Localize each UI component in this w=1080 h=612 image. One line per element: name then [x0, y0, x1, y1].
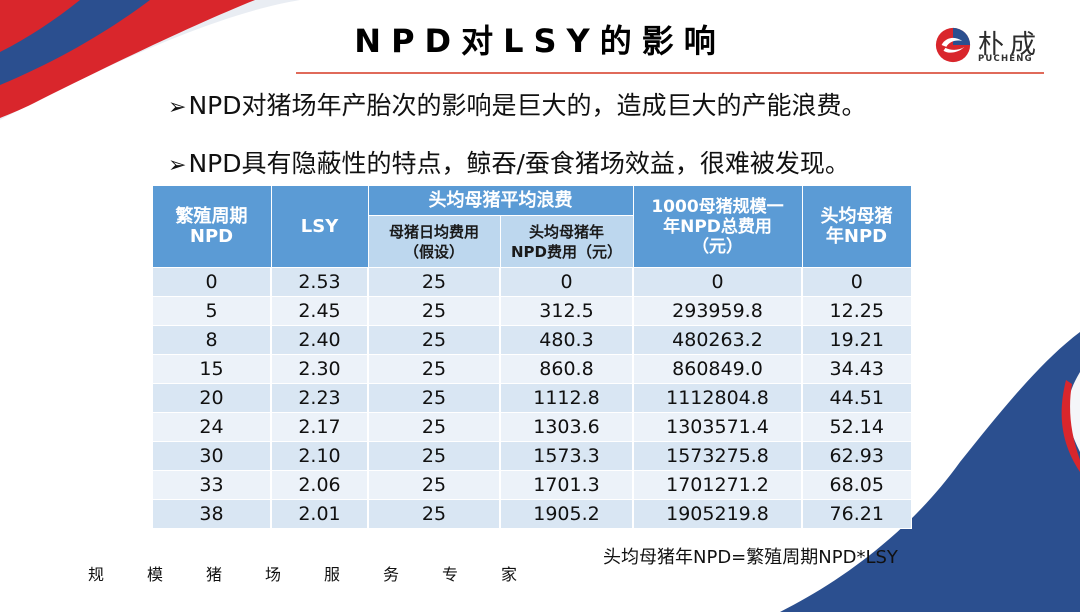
- table-cell: 44.51: [801, 383, 912, 413]
- table-cell: 293959.8: [632, 296, 803, 326]
- table-cell: 25: [367, 325, 501, 355]
- tagline-character: 模: [147, 565, 164, 584]
- table-cell: 2.23: [270, 383, 369, 413]
- tagline-character: 场: [265, 565, 282, 584]
- footer-tagline: 规模猪场服务专家: [88, 561, 560, 585]
- title-underline: [296, 72, 1044, 74]
- table-cell: 1905.2: [499, 499, 634, 529]
- table-cell: 480.3: [499, 325, 634, 355]
- table-body: 0 2.53 25 0 0 0 5 2.45 25 312.5 293959.8 12.25 8 2.40…: [151, 267, 912, 529]
- table-row: 38 2.01 25 1905.2 1905219.8 76.21: [151, 499, 912, 529]
- table-cell: 25: [367, 441, 501, 471]
- table-cell: 25: [367, 354, 501, 384]
- table-cell: 1701271.2: [632, 470, 803, 500]
- table-cell: 15: [151, 354, 272, 384]
- table-cell: 8: [151, 325, 272, 355]
- arrow-bullet-icon: ➢: [168, 95, 187, 120]
- table-row: 20 2.23 25 1112.8 1112804.8 44.51: [151, 383, 912, 413]
- formula-note: 头均母猪年NPD=繁殖周期NPD*LSY: [603, 547, 898, 568]
- table-cell: 12.25: [801, 296, 912, 326]
- table-cell: 2.01: [270, 499, 369, 529]
- table-row: 0 2.53 25 0 0 0: [151, 267, 912, 297]
- table-row: 5 2.45 25 312.5 293959.8 12.25: [151, 296, 912, 326]
- table-cell: 25: [367, 296, 501, 326]
- table-cell: 24: [151, 412, 272, 442]
- table-cell: 0: [801, 267, 912, 297]
- table-cell: 25: [367, 470, 501, 500]
- table-cell: 20: [151, 383, 272, 413]
- bullet-text-1: NPD对猪场年产胎次的影响是巨大的，造成巨大的产能浪费。: [188, 91, 867, 120]
- table-cell: 2.53: [270, 267, 369, 297]
- table-cell: 2.10: [270, 441, 369, 471]
- tagline-character: 服: [324, 565, 341, 584]
- table-row: 30 2.10 25 1573.3 1573275.8 62.93: [151, 441, 912, 471]
- table-cell: 34.43: [801, 354, 912, 384]
- logo-name-english: PUCHENG: [978, 54, 1033, 64]
- subheader-annual-npd-cost: 头均母猪年 NPD费用（元）: [499, 215, 634, 268]
- table-cell: 19.21: [801, 325, 912, 355]
- header-per-sow-annual-npd: 头均母猪 年NPD: [801, 185, 912, 268]
- table-cell: 38: [151, 499, 272, 529]
- table-cell: 25: [367, 267, 501, 297]
- table-cell: 52.14: [801, 412, 912, 442]
- tagline-character: 规: [88, 565, 105, 584]
- table-cell: 860.8: [499, 354, 634, 384]
- table-cell: 76.21: [801, 499, 912, 529]
- table-cell: 1303571.4: [632, 412, 803, 442]
- table-cell: 480263.2: [632, 325, 803, 355]
- table-row: 15 2.30 25 860.8 860849.0 34.43: [151, 354, 912, 384]
- table-cell: 860849.0: [632, 354, 803, 384]
- header-lsy: LSY: [270, 185, 369, 268]
- table-cell: 1701.3: [499, 470, 634, 500]
- arrow-bullet-icon: ➢: [168, 153, 187, 178]
- pucheng-logo-icon: [935, 27, 971, 63]
- table-row: 33 2.06 25 1701.3 1701271.2 68.05: [151, 470, 912, 500]
- table-cell: 2.40: [270, 325, 369, 355]
- table-cell: 2.17: [270, 412, 369, 442]
- table-cell: 1303.6: [499, 412, 634, 442]
- header-group-average-waste: 头均母猪平均浪费: [367, 185, 634, 216]
- table-cell: 0: [632, 267, 803, 297]
- corner-decoration-bottom-right: [780, 332, 1080, 612]
- corner-decoration-top-left: [0, 0, 300, 120]
- table-cell: 68.05: [801, 470, 912, 500]
- subheader-daily-cost: 母猪日均费用 （假设）: [367, 215, 501, 268]
- bullet-point-1: ➢NPD对猪场年产胎次的影响是巨大的，造成巨大的产能浪费。: [168, 86, 866, 122]
- table-cell: 1905219.8: [632, 499, 803, 529]
- table-cell: 5: [151, 296, 272, 326]
- table-cell: 25: [367, 383, 501, 413]
- table-cell: 1112.8: [499, 383, 634, 413]
- page-title: NPD对LSY的影响: [354, 22, 726, 60]
- table-row: 24 2.17 25 1303.6 1303571.4 52.14: [151, 412, 912, 442]
- bullet-text-2: NPD具有隐蔽性的特点，鲸吞/蚕食猪场效益，很难被发现。: [188, 149, 850, 178]
- table-cell: 0: [499, 267, 634, 297]
- tagline-character: 猪: [206, 565, 223, 584]
- table-cell: 2.45: [270, 296, 369, 326]
- table-row: 8 2.40 25 480.3 480263.2 19.21: [151, 325, 912, 355]
- tagline-character: 务: [383, 565, 400, 584]
- table-cell: 0: [151, 267, 272, 297]
- tagline-character: 家: [501, 565, 518, 584]
- table-cell: 25: [367, 412, 501, 442]
- company-logo: 朴成 PUCHENG: [934, 24, 1054, 68]
- tagline-character: 专: [442, 565, 459, 584]
- table-cell: 30: [151, 441, 272, 471]
- table-cell: 33: [151, 470, 272, 500]
- table-cell: 312.5: [499, 296, 634, 326]
- npd-cost-table: 繁殖周期 NPD LSY 头均母猪平均浪费 1000母猪规模一 年NPD总费用 …: [151, 185, 912, 529]
- table-cell: 25: [367, 499, 501, 529]
- header-breeding-cycle-npd: 繁殖周期 NPD: [151, 185, 272, 268]
- table-cell: 62.93: [801, 441, 912, 471]
- table-cell: 2.06: [270, 470, 369, 500]
- logo-name-chinese: 朴成: [978, 30, 1043, 60]
- bullet-point-2: ➢NPD具有隐蔽性的特点，鲸吞/蚕食猪场效益，很难被发现。: [168, 144, 850, 180]
- table-cell: 1573275.8: [632, 441, 803, 471]
- table-cell: 1112804.8: [632, 383, 803, 413]
- header-1000-sow-total-cost: 1000母猪规模一 年NPD总费用 （元）: [632, 185, 803, 268]
- table-cell: 1573.3: [499, 441, 634, 471]
- table-cell: 2.30: [270, 354, 369, 384]
